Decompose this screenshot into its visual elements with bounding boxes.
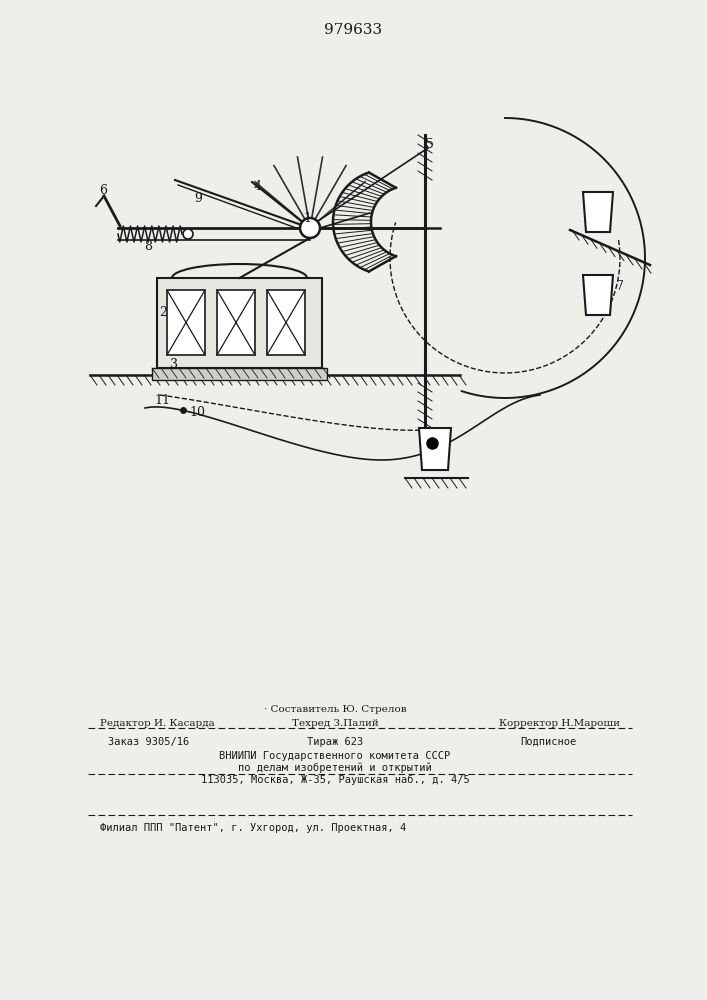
Bar [152,368,327,380]
Text: по делам изобретений и открытий: по делам изобретений и открытий [238,763,432,773]
Text: 5: 5 [426,138,434,151]
Polygon shape [583,192,613,232]
Bar [217,290,255,355]
Bar [157,278,322,368]
Polygon shape [419,428,451,470]
Text: 4: 4 [254,180,262,194]
Text: 10: 10 [189,406,205,418]
Text: ВНИИПИ Государственного комитета СССР: ВНИИПИ Государственного комитета СССР [219,751,450,761]
Text: 8: 8 [144,239,152,252]
Text: Корректор Н.Мароши: Корректор Н.Мароши [500,718,621,728]
Text: 3: 3 [170,359,178,371]
Text: Подписное: Подписное [520,737,576,747]
Text: Редактор И. Касарда: Редактор И. Касарда [100,718,215,728]
Text: Техред З.Палий: Техред З.Палий [291,718,378,728]
Text: 7: 7 [616,280,624,294]
Text: 6: 6 [99,184,107,196]
Text: 11: 11 [154,393,170,406]
Text: Заказ 9305/16: Заказ 9305/16 [108,737,189,747]
Text: 113035, Москва, Ж-35, Раушская наб., д. 4/5: 113035, Москва, Ж-35, Раушская наб., д. … [201,775,469,785]
Text: 1: 1 [303,212,311,225]
Bar [167,290,205,355]
Bar [267,290,305,355]
Text: · Составитель Ю. Стрелов: · Составитель Ю. Стрелов [264,706,407,714]
Polygon shape [583,275,613,315]
Text: Тираж 623: Тираж 623 [307,737,363,747]
Text: 9: 9 [194,192,202,205]
Text: 979633: 979633 [324,23,382,37]
Text: 2: 2 [159,306,167,320]
Circle shape [300,218,320,238]
Circle shape [183,229,193,239]
Text: Филиал ППП "Патент", г. Ухгород, ул. Проектная, 4: Филиал ППП "Патент", г. Ухгород, ул. Про… [100,823,407,833]
